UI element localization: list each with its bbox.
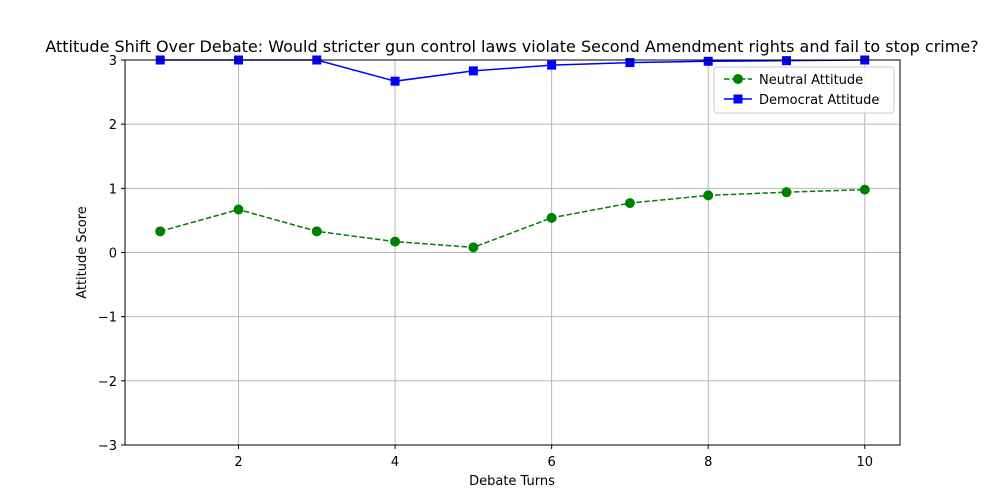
legend: Neutral Attitude Democrat Attitude xyxy=(713,66,895,114)
democrat-attitude-point xyxy=(625,58,635,68)
democrat-attitude-point xyxy=(468,66,478,76)
legend-box xyxy=(713,66,895,114)
neutral-attitude-line xyxy=(160,188,865,249)
x-tick-label: 2 xyxy=(234,455,242,470)
x-tick-label: 8 xyxy=(704,455,712,470)
legend-item-neutral-attitude: Neutral Attitude xyxy=(724,73,863,88)
y-tick-label: −1 xyxy=(98,311,117,326)
legend-marker xyxy=(733,74,743,84)
neutral-attitude-point xyxy=(390,236,401,247)
neutral-attitude-point xyxy=(859,184,870,195)
democrat-attitude-point xyxy=(703,56,713,66)
legend-marker xyxy=(733,94,743,104)
democrat-attitude-point xyxy=(781,56,791,66)
x-axis-label: Debate Turns xyxy=(469,474,555,489)
neutral-attitude-point xyxy=(703,190,714,201)
y-tick-label: 2 xyxy=(109,118,117,133)
neutral-attitude-point xyxy=(233,204,244,215)
y-axis-label: Attitude Score xyxy=(75,206,90,299)
legend-item-democrat-attitude: Democrat Attitude xyxy=(724,93,879,108)
neutral-attitude-point xyxy=(624,198,635,209)
neutral-attitude-point xyxy=(468,242,479,253)
y-tick-label: −3 xyxy=(98,439,117,454)
y-tick-label: 0 xyxy=(109,247,117,262)
y-tick-label: 1 xyxy=(109,182,117,197)
x-tick-label: 4 xyxy=(391,455,399,470)
neutral-attitude-point xyxy=(781,187,792,198)
grid xyxy=(125,59,900,446)
neutral-attitude-point xyxy=(311,226,322,237)
chart-title: Attitude Shift Over Debate: Would strict… xyxy=(45,37,978,56)
democrat-attitude-point xyxy=(390,76,400,86)
neutral-attitude-point xyxy=(155,226,166,237)
y-tick-label: −2 xyxy=(98,375,117,390)
neutral-attitude-series xyxy=(155,184,870,253)
x-tick-label: 10 xyxy=(856,455,873,470)
legend-label: Neutral Attitude xyxy=(759,73,863,88)
axis-ticks: 2 4 6 8 10 −3 −2 −1 0 1 2 3 xyxy=(98,54,873,470)
y-tick-label: 3 xyxy=(109,54,117,69)
legend-label: Democrat Attitude xyxy=(759,93,879,108)
neutral-attitude-point xyxy=(546,212,557,223)
x-tick-label: 6 xyxy=(548,455,556,470)
democrat-attitude-point xyxy=(547,60,557,70)
